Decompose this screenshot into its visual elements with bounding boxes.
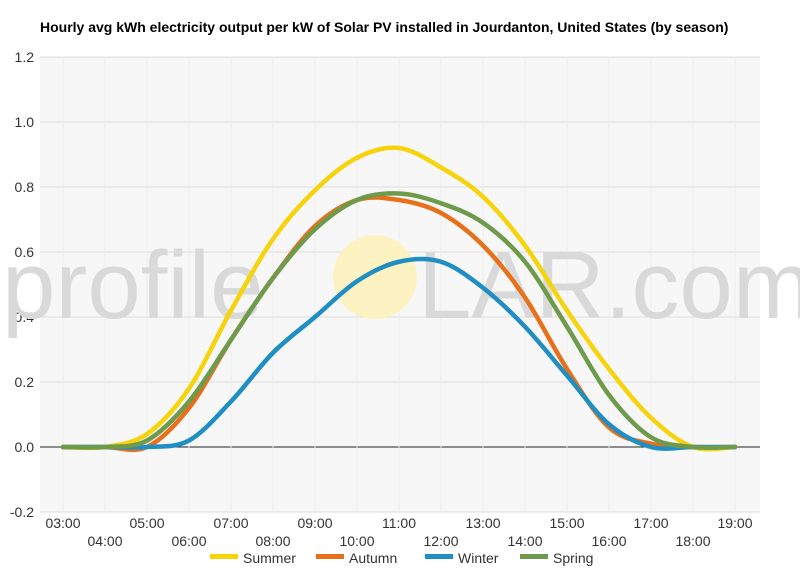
x-tick-label: 10:00 <box>339 533 374 549</box>
legend-item-autumn[interactable]: Autumn <box>316 550 397 566</box>
x-tick-label: 08:00 <box>255 533 290 549</box>
x-tick-label: 14:00 <box>507 533 542 549</box>
watermark-text-right: LAR.com <box>418 232 800 339</box>
watermark: profile LAR.com <box>2 232 800 339</box>
series-line-autumn <box>60 195 738 453</box>
x-tick-label: 05:00 <box>129 515 164 531</box>
series-line-summer <box>60 145 738 452</box>
x-tick-label: 06:00 <box>171 533 206 549</box>
x-tick-label: 07:00 <box>213 515 248 531</box>
legend-swatch-spring <box>520 554 548 559</box>
x-tick-label: 04:00 <box>87 533 122 549</box>
y-tick-label: 0.4 <box>15 309 35 325</box>
legend-swatch-winter <box>425 554 453 559</box>
watermark-text-left: profile <box>2 232 263 339</box>
y-tick-label: 0.2 <box>15 374 35 390</box>
legend-swatch-summer <box>210 554 238 559</box>
series-line-winter <box>60 256 738 451</box>
series-line-spring <box>60 191 738 450</box>
legend-swatch-autumn <box>316 554 344 559</box>
y-tick-label: 0.0 <box>15 439 35 455</box>
x-tick-label: 19:00 <box>717 515 752 531</box>
legend-item-summer[interactable]: Summer <box>210 550 296 566</box>
x-tick-label: 13:00 <box>465 515 500 531</box>
chart-title: Hourly avg kWh electricity output per kW… <box>40 19 729 35</box>
x-tick-label: 09:00 <box>297 515 332 531</box>
y-tick-label: 0.6 <box>15 244 35 260</box>
y-tick-label: -0.2 <box>10 504 34 520</box>
legend-label-summer: Summer <box>243 550 296 566</box>
x-tick-label: 18:00 <box>675 533 710 549</box>
legend-label-winter: Winter <box>458 550 499 566</box>
legend-label-spring: Spring <box>553 550 593 566</box>
legend-item-spring[interactable]: Spring <box>520 550 593 566</box>
y-tick-label: 1.2 <box>15 49 35 65</box>
legend-label-autumn: Autumn <box>349 550 397 566</box>
y-tick-label: 1.0 <box>15 114 35 130</box>
x-tick-label: 15:00 <box>549 515 584 531</box>
watermark-sun <box>333 235 417 319</box>
x-tick-label: 11:00 <box>382 515 416 531</box>
x-tick-label: 03:00 <box>45 515 80 531</box>
legend-item-winter[interactable]: Winter <box>425 550 499 566</box>
y-tick-label: 0.8 <box>15 179 35 195</box>
x-tick-label: 17:00 <box>633 515 668 531</box>
x-tick-label: 16:00 <box>591 533 626 549</box>
x-tick-label: 12:00 <box>423 533 458 549</box>
